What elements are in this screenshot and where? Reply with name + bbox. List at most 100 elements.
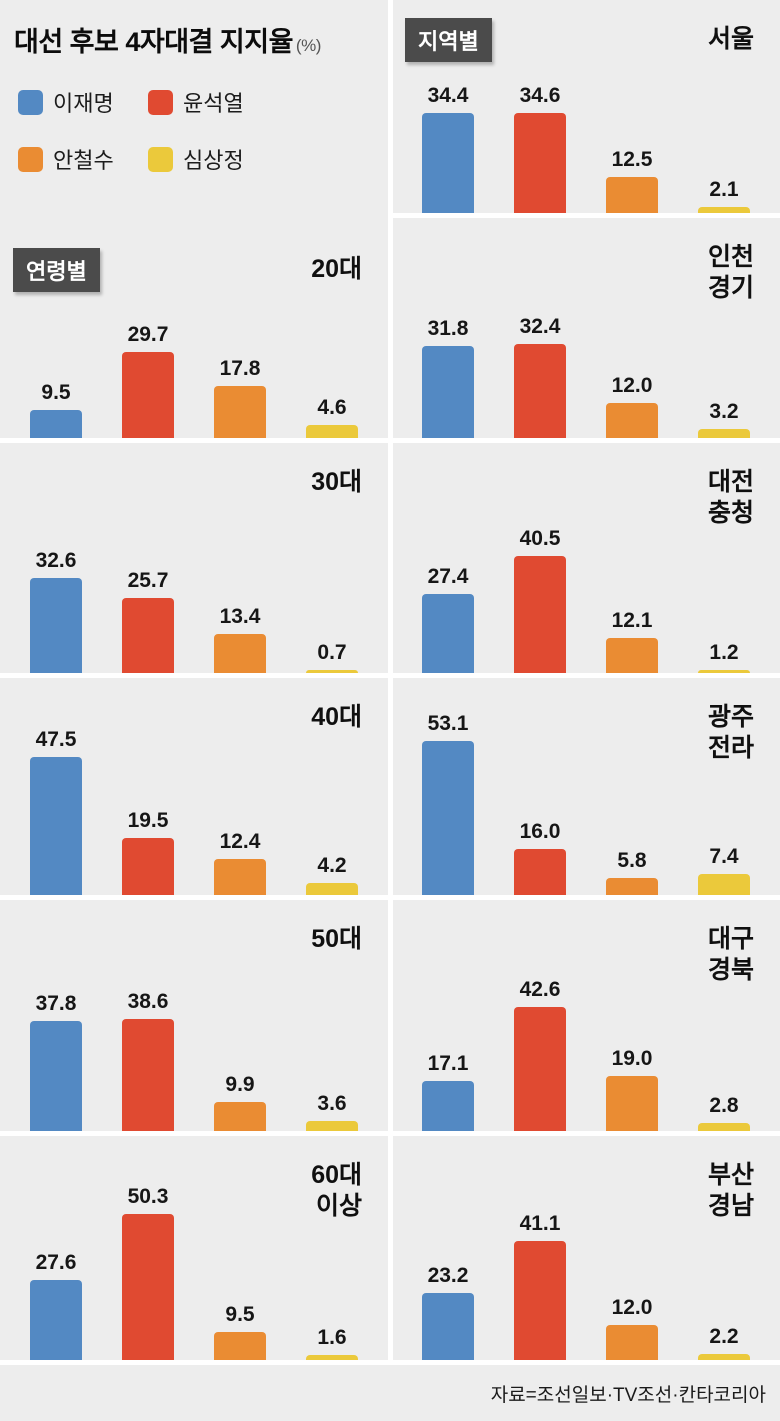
bar-lee-jae-myung (422, 741, 474, 895)
bar-column: 4.2 (306, 854, 358, 895)
bar-ahn-cheol-soo (214, 386, 266, 438)
bar-column: 19.0 (606, 1047, 658, 1131)
bar-column: 19.5 (122, 809, 174, 895)
bar-yoon-suk-yeol (122, 1214, 174, 1360)
legend-swatch-yoon-suk-yeol (148, 89, 173, 115)
bar-column: 9.9 (214, 1073, 266, 1131)
bar-ahn-cheol-soo (214, 1102, 266, 1131)
panel-category-label: 부산 경남 (707, 1161, 754, 1220)
bar-group: 27.6 50.3 9.5 1.6 (0, 1185, 388, 1360)
chart-header: 대선 후보 4자대결 지지율 (%) 이재명 윤석열 안철수 심상정 (0, 0, 388, 230)
bar-column: 12.0 (606, 374, 658, 438)
panel-category-label: 서울 (707, 25, 754, 53)
bar-column: 27.4 (422, 565, 474, 673)
bar-ahn-cheol-soo (606, 177, 658, 213)
bar-yoon-suk-yeol (514, 849, 566, 895)
bar-column: 3.2 (698, 400, 750, 438)
bar-yoon-suk-yeol (514, 1241, 566, 1360)
bar-column: 38.6 (122, 990, 174, 1131)
bar-value-label: 27.4 (427, 565, 469, 588)
chart-panel: 인천 경기 31.8 32.4 12.0 3.2 (392, 218, 780, 443)
column-divider (388, 0, 393, 1365)
bar-value-label: 9.5 (225, 1303, 255, 1326)
bar-value-label: 19.0 (611, 1047, 653, 1070)
bar-lee-jae-myung (422, 594, 474, 673)
chart-title-text: 대선 후보 4자대결 지지율 (14, 27, 293, 57)
section-badge: 지역별 (405, 18, 492, 62)
bar-value-label: 0.7 (317, 641, 347, 664)
panel-category-label: 40대 (311, 703, 362, 731)
bar-value-label: 3.6 (317, 1092, 347, 1115)
panel-category-label: 인천 경기 (707, 243, 754, 302)
bar-yoon-suk-yeol (514, 556, 566, 673)
bar-lee-jae-myung (422, 1293, 474, 1360)
chart-panel: 60대 이상 27.6 50.3 9.5 1.6 (0, 1136, 388, 1365)
bar-column: 17.8 (214, 357, 266, 438)
chart-panel: 30대 32.6 25.7 13.4 0.7 (0, 443, 388, 678)
bar-column: 1.2 (698, 641, 750, 673)
bar-value-label: 1.6 (317, 1326, 347, 1349)
bar-value-label: 25.7 (127, 569, 169, 592)
bar-sim-sang-jung (698, 874, 750, 895)
bar-sim-sang-jung (306, 1121, 358, 1131)
bar-value-label: 41.1 (519, 1212, 561, 1235)
bar-column: 2.8 (698, 1094, 750, 1131)
bar-group: 27.4 40.5 12.1 1.2 (392, 527, 780, 673)
bar-ahn-cheol-soo (214, 634, 266, 673)
bar-value-label: 12.0 (611, 374, 653, 397)
bar-lee-jae-myung (30, 578, 82, 673)
legend-swatch-sim-sang-jung (148, 146, 173, 172)
bar-column: 47.5 (30, 728, 82, 895)
bar-column: 23.2 (422, 1264, 474, 1360)
bar-lee-jae-myung (422, 113, 474, 213)
chart-title: 대선 후보 4자대결 지지율 (%) (14, 20, 321, 59)
bar-ahn-cheol-soo (606, 638, 658, 673)
legend-item: 안철수 (18, 143, 148, 175)
bar-value-label: 17.1 (427, 1052, 469, 1075)
section-badge: 연령별 (13, 248, 100, 292)
bar-value-label: 16.0 (519, 820, 561, 843)
legend-label: 심상정 (183, 148, 244, 173)
bar-column: 9.5 (214, 1303, 266, 1360)
bar-group: 32.6 25.7 13.4 0.7 (0, 549, 388, 673)
chart-panel: 연령별 20대 9.5 29.7 17.8 4.6 (0, 230, 388, 443)
bar-column: 25.7 (122, 569, 174, 673)
bar-lee-jae-myung (422, 346, 474, 438)
bar-sim-sang-jung (698, 1123, 750, 1131)
bar-column: 50.3 (122, 1185, 174, 1360)
bar-column: 37.8 (30, 992, 82, 1131)
bar-yoon-suk-yeol (514, 344, 566, 438)
bar-sim-sang-jung (306, 1355, 358, 1360)
footer: 자료=조선일보·TV조선·칸타코리아 (0, 1365, 780, 1421)
bar-value-label: 31.8 (427, 317, 469, 340)
chart-panel: 대구 경북 17.1 42.6 19.0 2.8 (392, 900, 780, 1136)
bar-value-label: 12.5 (611, 148, 653, 171)
bar-column: 53.1 (422, 712, 474, 895)
bar-column: 12.4 (214, 830, 266, 895)
bar-yoon-suk-yeol (514, 1007, 566, 1131)
chart-title-unit: (%) (295, 36, 321, 55)
bar-ahn-cheol-soo (214, 1332, 266, 1360)
bar-column: 2.1 (698, 178, 750, 213)
bar-value-label: 2.1 (709, 178, 739, 201)
bar-value-label: 2.2 (709, 1325, 739, 1348)
bar-column: 3.6 (306, 1092, 358, 1131)
bar-value-label: 9.5 (41, 381, 71, 404)
bar-value-label: 32.6 (35, 549, 77, 572)
legend-item: 심상정 (148, 143, 278, 175)
bar-column: 12.1 (606, 609, 658, 673)
bar-yoon-suk-yeol (122, 838, 174, 895)
panel-category-label: 60대 이상 (311, 1161, 362, 1220)
bar-column: 12.5 (606, 148, 658, 213)
chart-panel: 50대 37.8 38.6 9.9 3.6 (0, 900, 388, 1136)
bar-column: 34.4 (422, 84, 474, 213)
bar-value-label: 37.8 (35, 992, 77, 1015)
bar-sim-sang-jung (698, 429, 750, 438)
panel-category-label: 20대 (311, 255, 362, 283)
bar-group: 23.2 41.1 12.0 2.2 (392, 1212, 780, 1360)
bar-value-label: 53.1 (427, 712, 469, 735)
bar-column: 27.6 (30, 1251, 82, 1360)
source-text: 자료=조선일보·TV조선·칸타코리아 (490, 1384, 766, 1406)
bar-value-label: 12.0 (611, 1296, 653, 1319)
bar-column: 32.6 (30, 549, 82, 673)
